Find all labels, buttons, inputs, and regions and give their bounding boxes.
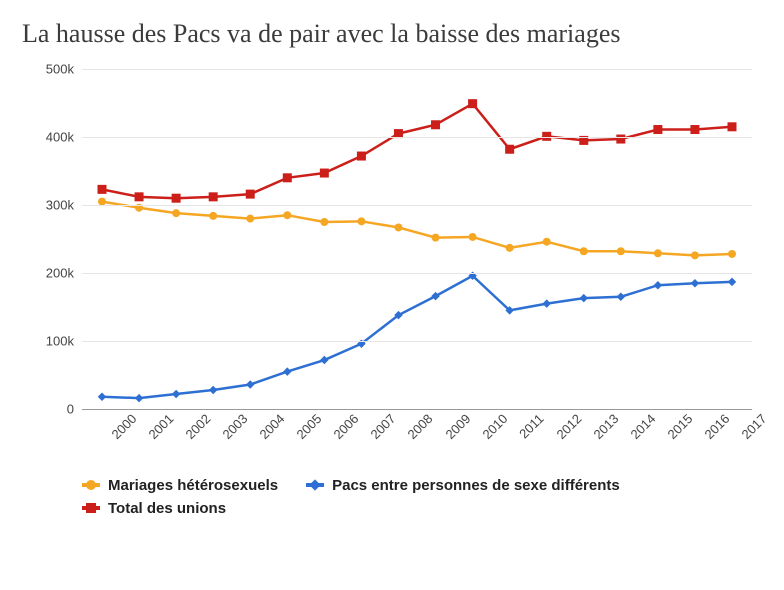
series-marker-pacs bbox=[691, 278, 699, 286]
series-marker-pacs bbox=[320, 355, 328, 363]
series-marker-mariages bbox=[728, 249, 736, 257]
legend-item-pacs: Pacs entre personnes de sexe différents bbox=[306, 477, 620, 494]
grid-line bbox=[82, 341, 752, 342]
x-tick-label: 2004 bbox=[257, 411, 288, 442]
grid-line bbox=[82, 205, 752, 206]
series-marker-total bbox=[98, 184, 107, 193]
x-tick-label: 2017 bbox=[738, 411, 769, 442]
grid-line bbox=[82, 69, 752, 70]
series-marker-mariages bbox=[320, 218, 328, 226]
series-line-total bbox=[102, 103, 732, 198]
series-marker-total bbox=[616, 134, 625, 143]
x-tick-label: 2014 bbox=[627, 411, 658, 442]
legend: Mariages hétérosexuels Pacs entre personn… bbox=[82, 477, 762, 517]
series-marker-mariages bbox=[580, 247, 588, 255]
series-marker-mariages bbox=[394, 223, 402, 231]
series-line-pacs bbox=[102, 275, 732, 397]
series-marker-pacs bbox=[542, 299, 550, 307]
series-marker-total bbox=[653, 125, 662, 134]
series-marker-mariages bbox=[469, 232, 477, 240]
y-tick-label: 200k bbox=[46, 265, 82, 280]
series-marker-pacs bbox=[135, 393, 143, 401]
series-marker-mariages bbox=[246, 214, 254, 222]
series-marker-total bbox=[135, 192, 144, 201]
x-tick-label: 2001 bbox=[146, 411, 177, 442]
series-marker-mariages bbox=[283, 211, 291, 219]
series-marker-total bbox=[320, 168, 329, 177]
y-tick-label: 100k bbox=[46, 333, 82, 348]
x-tick-label: 2000 bbox=[108, 411, 139, 442]
series-marker-mariages bbox=[543, 237, 551, 245]
x-axis: 2000200120022003200420052006200720082009… bbox=[82, 409, 752, 469]
series-marker-mariages bbox=[654, 249, 662, 257]
legend-row: Mariages hétérosexuels Pacs entre personn… bbox=[82, 477, 762, 517]
x-tick-label: 2011 bbox=[516, 411, 546, 441]
series-marker-total bbox=[690, 125, 699, 134]
series-marker-pacs bbox=[98, 392, 106, 400]
series-marker-pacs bbox=[728, 277, 736, 285]
series-marker-total bbox=[246, 189, 255, 198]
series-marker-total bbox=[728, 122, 737, 131]
series-marker-pacs bbox=[209, 385, 217, 393]
grid-line bbox=[82, 137, 752, 138]
series-marker-pacs bbox=[654, 280, 662, 288]
series-line-mariages bbox=[102, 201, 732, 255]
series-marker-pacs bbox=[172, 389, 180, 397]
x-tick-label: 2002 bbox=[183, 411, 214, 442]
legend-label: Pacs entre personnes de sexe différents bbox=[332, 477, 620, 494]
y-tick-label: 0 bbox=[67, 401, 82, 416]
legend-item-mariages: Mariages hétérosexuels bbox=[82, 477, 278, 494]
plot-area: 0100k200k300k400k500k bbox=[82, 69, 752, 409]
y-tick-label: 500k bbox=[46, 61, 82, 76]
series-marker-total bbox=[209, 192, 218, 201]
series-marker-mariages bbox=[432, 233, 440, 241]
series-marker-pacs bbox=[283, 367, 291, 375]
x-tick-label: 2003 bbox=[220, 411, 251, 442]
series-marker-total bbox=[283, 173, 292, 182]
x-tick-label: 2007 bbox=[368, 411, 399, 442]
series-svg bbox=[82, 69, 752, 409]
x-tick-label: 2006 bbox=[331, 411, 362, 442]
series-marker-total bbox=[431, 120, 440, 129]
legend-item-total: Total des unions bbox=[82, 500, 226, 517]
series-marker-mariages bbox=[617, 247, 625, 255]
series-marker-mariages bbox=[357, 217, 365, 225]
y-tick-label: 300k bbox=[46, 197, 82, 212]
series-marker-mariages bbox=[691, 251, 699, 259]
series-marker-mariages bbox=[209, 211, 217, 219]
series-marker-pacs bbox=[580, 293, 588, 301]
legend-swatch-icon bbox=[306, 483, 324, 487]
series-marker-pacs bbox=[246, 380, 254, 388]
x-tick-label: 2010 bbox=[479, 411, 510, 442]
series-marker-pacs bbox=[617, 292, 625, 300]
y-tick-label: 400k bbox=[46, 129, 82, 144]
x-tick-label: 2015 bbox=[664, 411, 695, 442]
chart-title: La hausse des Pacs va de pair avec la ba… bbox=[22, 18, 722, 51]
x-tick-label: 2013 bbox=[590, 411, 621, 442]
series-marker-mariages bbox=[506, 243, 514, 251]
x-tick-label: 2005 bbox=[294, 411, 325, 442]
chart-container: La hausse des Pacs va de pair avec la ba… bbox=[0, 0, 784, 590]
legend-swatch-icon bbox=[82, 506, 100, 510]
x-tick-label: 2008 bbox=[405, 411, 436, 442]
series-marker-total bbox=[468, 99, 477, 108]
legend-swatch-icon bbox=[82, 483, 100, 487]
legend-label: Total des unions bbox=[108, 500, 226, 517]
grid-line bbox=[82, 273, 752, 274]
series-marker-total bbox=[172, 193, 181, 202]
x-tick-label: 2016 bbox=[701, 411, 732, 442]
x-tick-label: 2009 bbox=[442, 411, 473, 442]
legend-label: Mariages hétérosexuels bbox=[108, 477, 278, 494]
x-tick-label: 2012 bbox=[553, 411, 584, 442]
series-marker-mariages bbox=[172, 209, 180, 217]
series-marker-total bbox=[357, 151, 366, 160]
series-marker-total bbox=[505, 144, 514, 153]
